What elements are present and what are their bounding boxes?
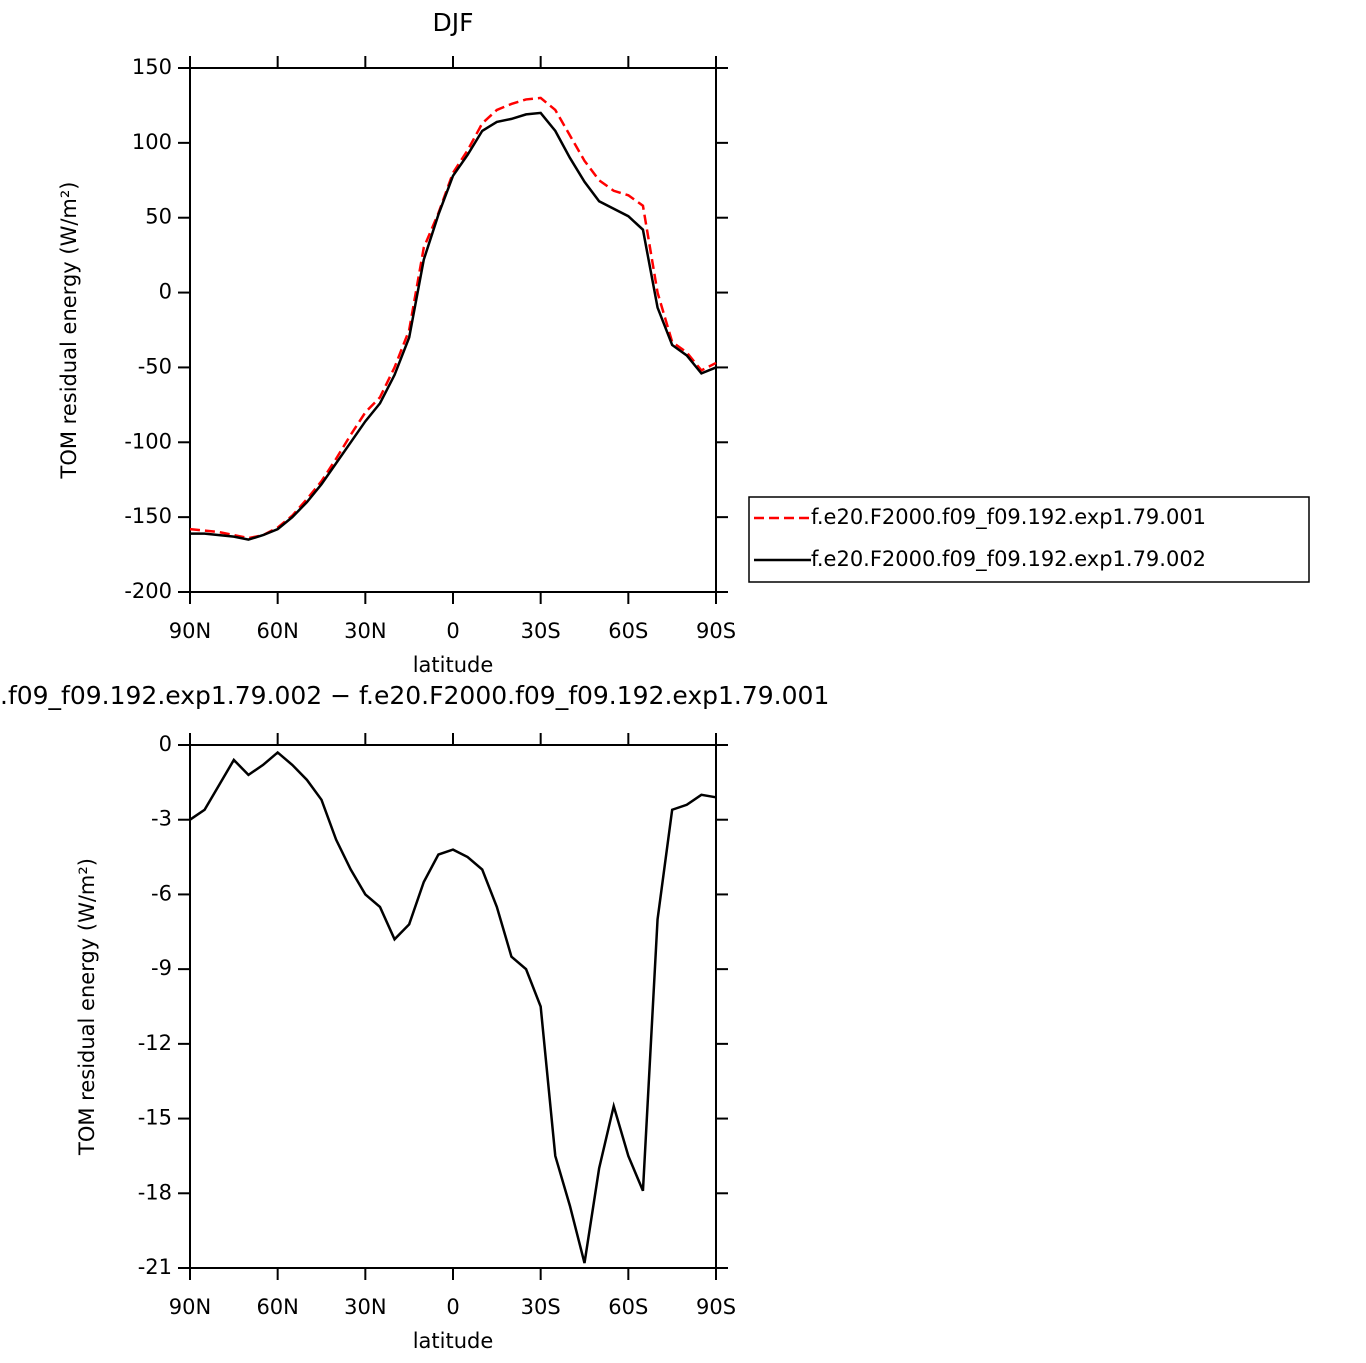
x-tick-label: 0 — [446, 1295, 459, 1319]
y-tick-label: 0 — [159, 732, 172, 756]
chart-title: DJF — [432, 8, 473, 37]
legend-label: f.e20.F2000.f09_f09.192.exp1.79.002 — [811, 547, 1206, 572]
x-tick-label: 30N — [344, 1295, 386, 1319]
y-tick-label: 0 — [159, 280, 172, 304]
y-tick-label: 150 — [132, 55, 172, 79]
y-tick-label: -18 — [138, 1180, 172, 1204]
y-tick-label: -200 — [124, 579, 172, 603]
y-tick-label: -50 — [138, 354, 172, 378]
legend-box — [748, 496, 1310, 583]
x-tick-label: 60S — [608, 1295, 648, 1319]
plot-frame — [189, 744, 717, 1269]
x-tick-label: 90N — [169, 1295, 211, 1319]
x-tick-label: 60S — [608, 619, 648, 643]
x-tick-label: 30S — [521, 619, 561, 643]
x-tick-label: 60N — [256, 1295, 298, 1319]
x-tick-label: 60N — [256, 619, 298, 643]
y-tick-label: -21 — [138, 1255, 172, 1279]
y-tick-label: -12 — [138, 1031, 172, 1055]
data-line — [190, 111, 717, 541]
x-tick-label: 0 — [446, 619, 459, 643]
x-tick-label: 90S — [696, 1295, 736, 1319]
y-tick-label: -15 — [138, 1106, 172, 1130]
x-tick-label: 90S — [696, 619, 736, 643]
y-tick-label: -9 — [151, 956, 172, 980]
data-line — [189, 750, 717, 1264]
y-axis-label: TOM residual energy (W/m²) — [75, 858, 99, 1156]
y-tick-label: -150 — [124, 504, 172, 528]
y-tick-label: -100 — [124, 429, 172, 453]
x-tick-label: 90N — [169, 619, 211, 643]
x-axis-label: latitude — [413, 653, 494, 677]
x-tick-label: 30S — [521, 1295, 561, 1319]
data-line — [189, 96, 717, 540]
plot-frame — [189, 67, 717, 593]
legend-label: f.e20.F2000.f09_f09.192.exp1.79.001 — [811, 505, 1206, 530]
chart-title: .f09_f09.192.exp1.79.002 − f.e20.F2000.f… — [0, 681, 829, 710]
y-axis-label: TOM residual energy (W/m²) — [57, 182, 81, 480]
y-tick-label: 50 — [145, 205, 172, 229]
y-tick-label: 100 — [132, 130, 172, 154]
x-axis-label: latitude — [413, 1329, 494, 1353]
y-tick-label: -3 — [151, 807, 172, 831]
x-tick-label: 30N — [344, 619, 386, 643]
y-tick-label: -6 — [151, 881, 172, 905]
